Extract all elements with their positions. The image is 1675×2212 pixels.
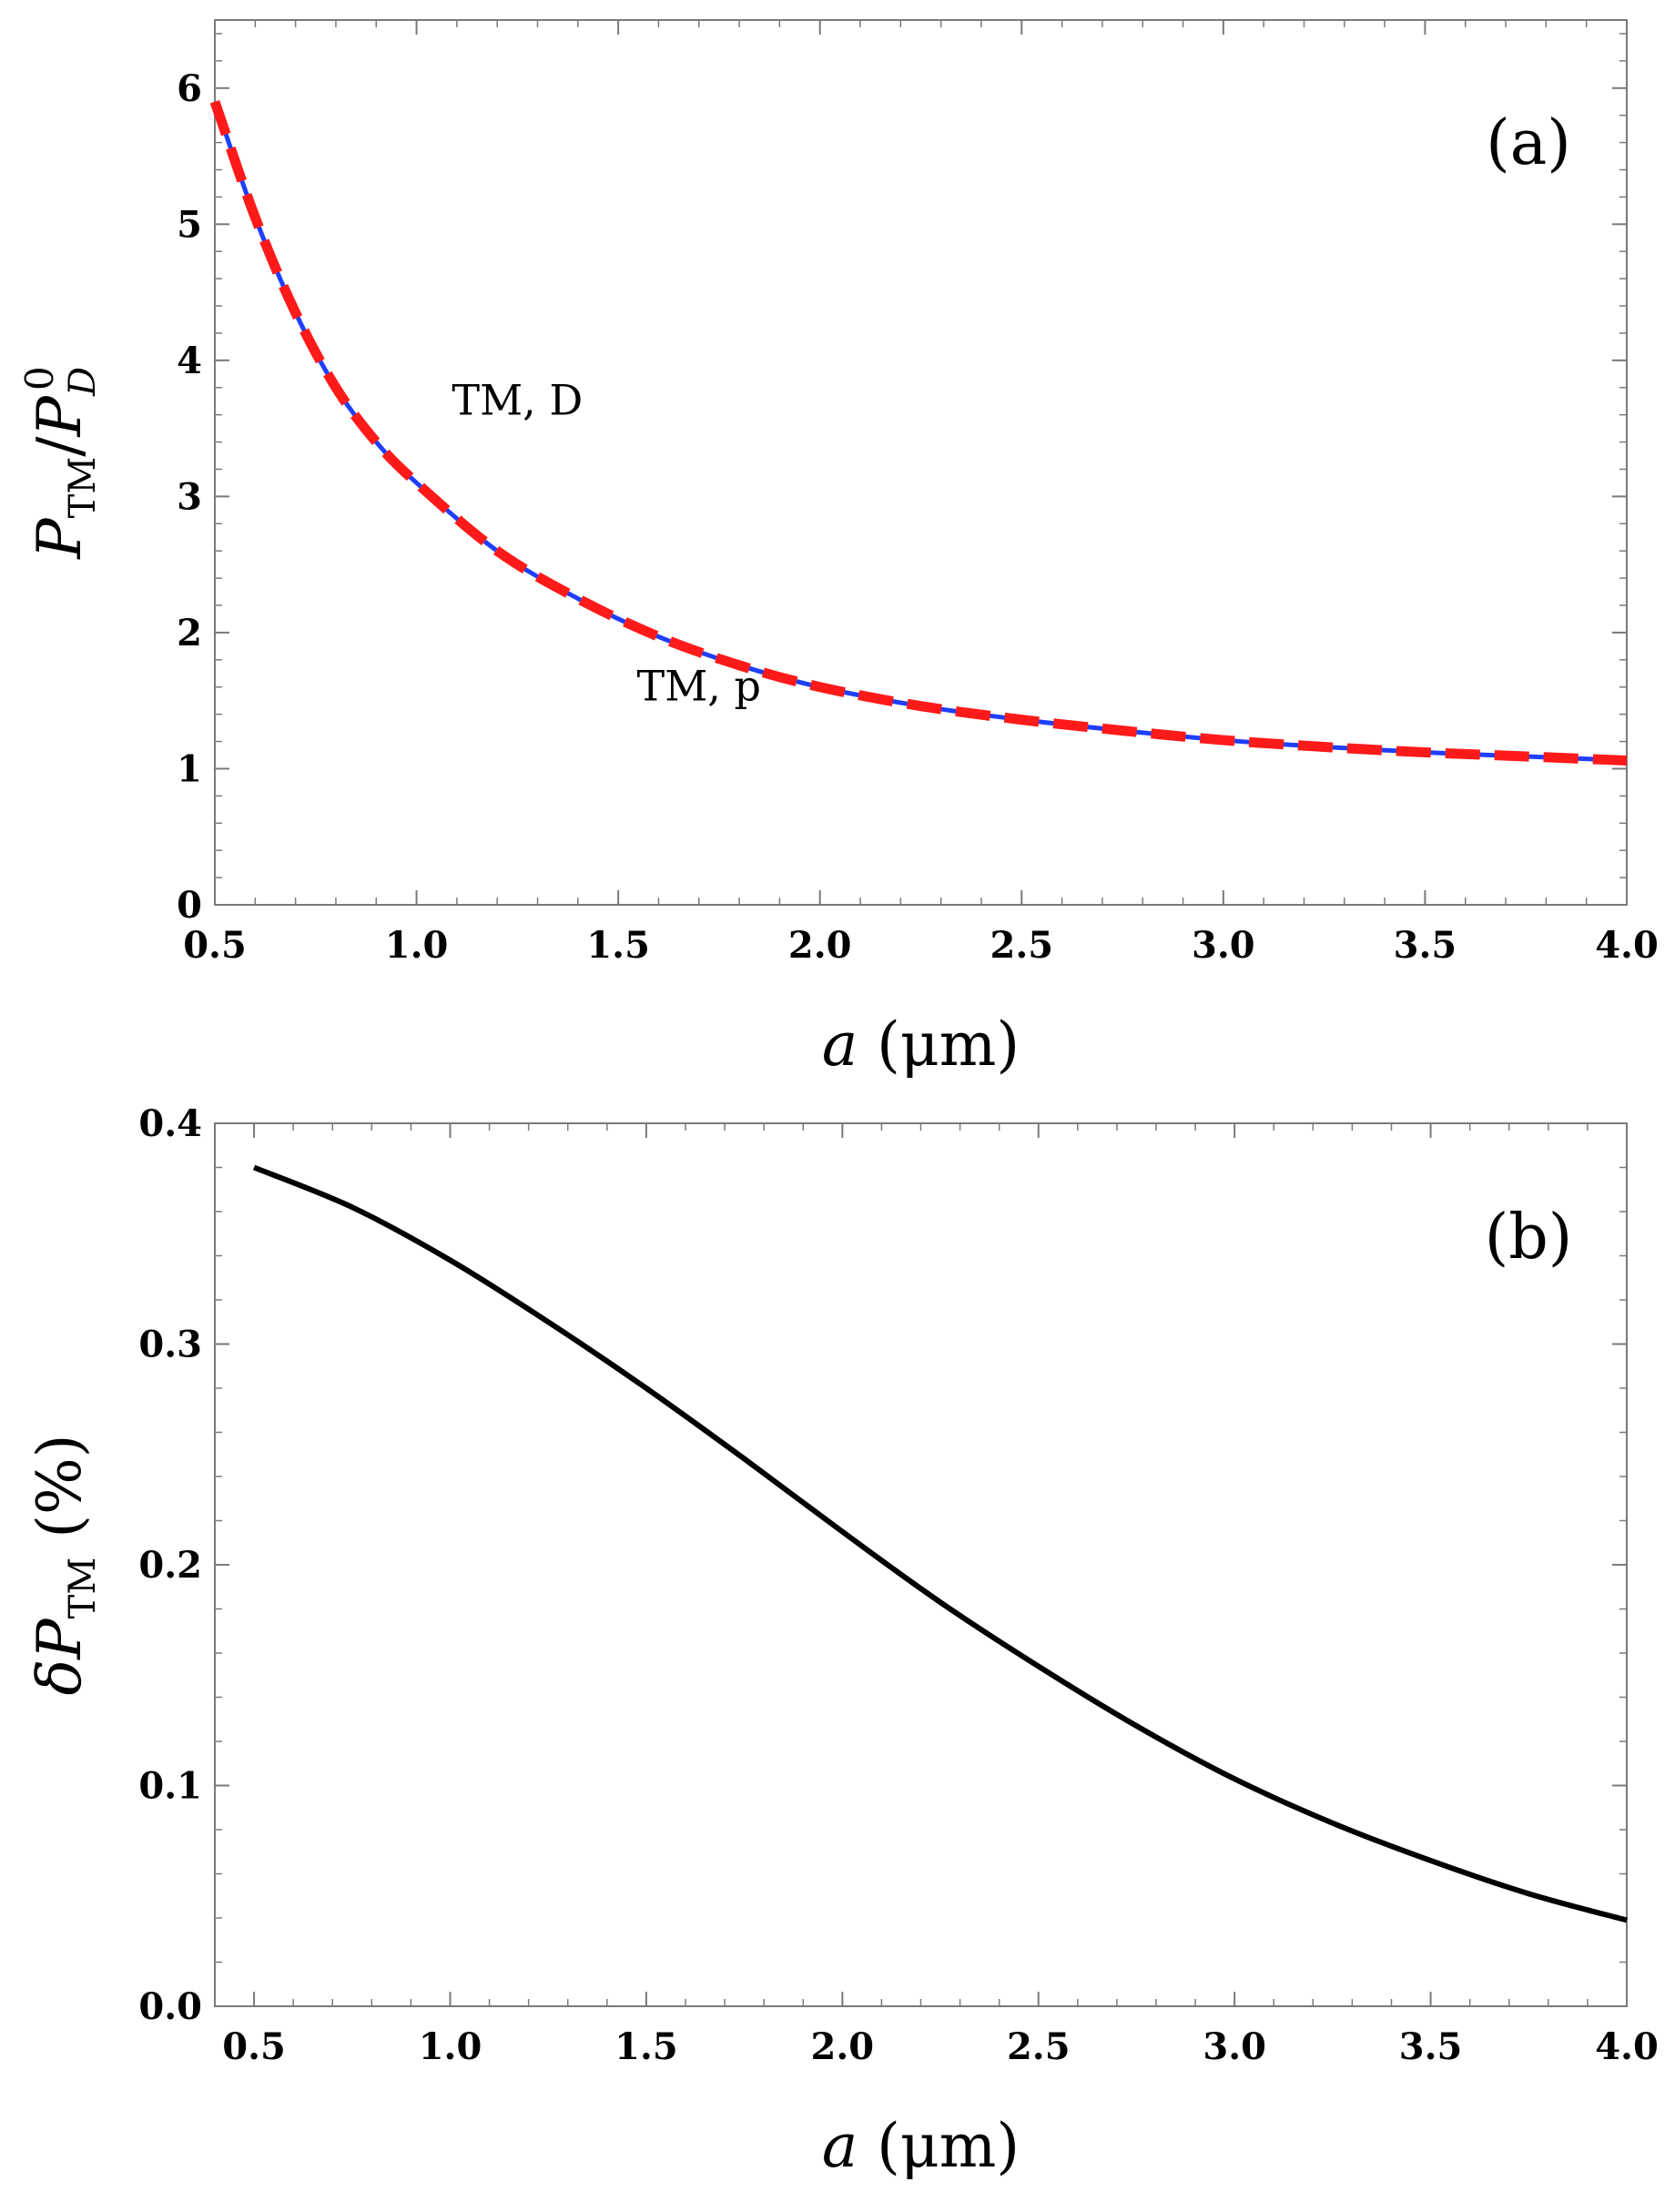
y-axis-subscript: TM [62,1558,104,1619]
x-tick-label: 4.0 [1595,924,1659,967]
x-tick-label: 3.5 [1399,2025,1463,2068]
plot-frame [214,1122,1628,2007]
y-axis-label: PTM/PD0 [17,366,104,560]
y-tick-label: 0.1 [138,1765,202,1808]
x-tick-label: 1.0 [385,924,449,967]
curve-annotation: TM, p [637,662,761,711]
x-tick-label: 2.0 [811,2025,875,2068]
y-axis-label: δPTM (%) [25,1434,104,1695]
y-axis-symbol-2: P [25,394,95,437]
plot-frame [214,19,1628,906]
chart-panel-b: 0.5 1.0 1.5 2.0 2.5 3.0 3.5 4.0 0.0 0.1 0.2 0.3 0.4 (… [25,1102,1659,2181]
y-tick-label: 0 [177,884,202,927]
series-line-tm-p [212,100,1628,763]
x-tick-label: 3.5 [1394,924,1457,967]
x-axis-unit: (μm) [858,1010,1020,1080]
y-tick-label: 1 [177,747,202,790]
y-tick-label: 0.4 [138,1102,202,1145]
panel-label: (b) [1485,1202,1573,1273]
y-tick-label: 0.0 [138,1985,202,2028]
y-axis-prefix: δ [25,1659,95,1696]
y-tick-label: 2 [177,612,202,654]
y-axis-superscript: 0 [17,366,62,391]
x-tick-label: 2.5 [1007,2025,1071,2068]
x-tick-label: 1.0 [419,2025,482,2068]
x-tick-label: 4.0 [1595,2025,1659,2068]
y-tick-label: 0.3 [138,1324,202,1366]
chart-panel-a: 0.5 1.0 1.5 2.0 2.5 3.0 3.5 4.0 0 1 2 3 4 5 6 (a) TM, D T… [17,19,1659,1080]
y-tick-label: 6 [177,67,202,110]
y-tick-label: 4 [177,340,202,382]
x-axis-variable: a [822,1010,858,1080]
x-axis-variable: a [822,2111,858,2181]
x-axis-unit: (μm) [858,2111,1020,2181]
x-tick-label: 0.5 [183,924,247,967]
y-axis-unit: (%) [25,1434,95,1557]
panel-label: (a) [1486,107,1571,179]
x-tick-label: 3.0 [1192,924,1255,967]
series-line [252,1164,1628,1923]
y-axis-symbol: P [25,517,95,560]
y-axis-subscript: TM [62,457,104,519]
x-tick-label: 2.5 [990,924,1053,967]
series-line-tm-d [209,99,1628,766]
x-tick-label: 1.5 [586,924,650,967]
x-axis-label: a (μm) [822,1010,1020,1080]
y-axis-symbol: P [25,1618,95,1660]
y-tick-label: 0.2 [138,1544,202,1587]
y-tick-label: 5 [177,203,202,246]
x-tick-label: 2.0 [788,924,852,967]
y-tick-label: 3 [177,475,202,518]
x-tick-label: 1.5 [614,2025,678,2068]
y-axis-slash: / [25,436,95,457]
x-axis-label: a (μm) [822,2111,1020,2181]
x-tick-label: 0.5 [222,2025,286,2068]
y-axis-subscript-2: D [62,367,104,397]
x-tick-label: 3.0 [1203,2025,1266,2068]
curve-annotation: TM, D [452,376,583,425]
